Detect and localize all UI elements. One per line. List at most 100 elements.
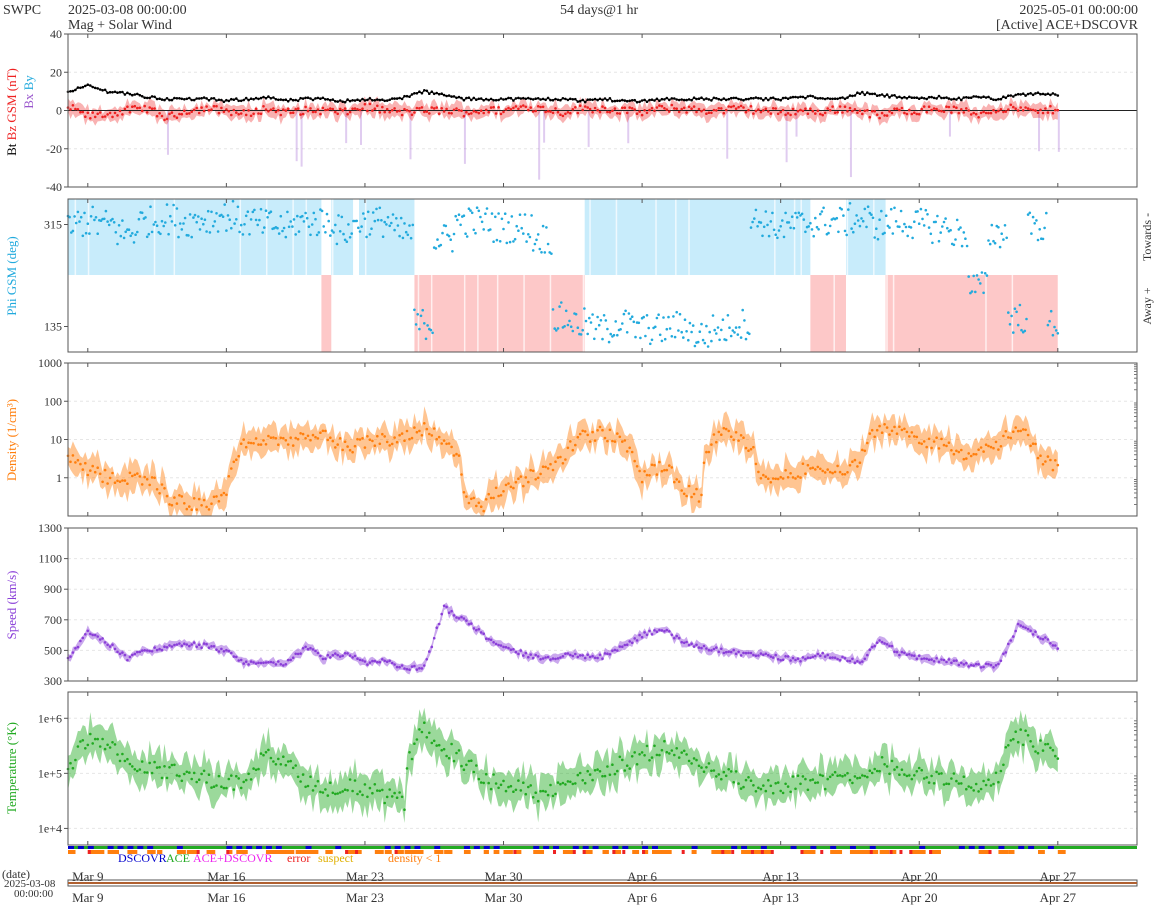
bt-point xyxy=(445,94,448,98)
bt-point xyxy=(460,96,463,100)
bz-point xyxy=(603,106,607,110)
speed-point xyxy=(866,653,869,657)
bz-point xyxy=(757,108,760,111)
y-axis-label-part: Density (1/cm³) xyxy=(4,399,19,481)
bt-point xyxy=(628,99,631,103)
bz-point xyxy=(843,105,847,108)
phi-point xyxy=(182,222,185,225)
status-strip-density xyxy=(909,850,921,854)
density-point xyxy=(272,436,275,439)
bt-point xyxy=(539,98,542,101)
phi-point xyxy=(187,234,190,237)
speed-point xyxy=(536,655,540,658)
bt-point xyxy=(1007,94,1010,97)
bt-point xyxy=(695,97,698,101)
phi-point xyxy=(657,313,660,317)
bz-point xyxy=(611,109,614,113)
temperature-point xyxy=(247,772,250,776)
speed-point xyxy=(675,634,678,638)
phi-point xyxy=(378,206,382,210)
phi-point xyxy=(591,313,594,316)
speed-point xyxy=(791,656,795,660)
phi-point xyxy=(103,217,106,221)
bz-point xyxy=(423,110,426,114)
bt-point xyxy=(826,97,829,100)
phi-point xyxy=(144,216,147,219)
bt-point xyxy=(467,96,471,99)
phi-point xyxy=(921,217,924,221)
density-point xyxy=(838,470,842,474)
phi-point xyxy=(992,239,995,243)
density-point xyxy=(282,436,285,440)
phi-point xyxy=(169,214,172,218)
x-tick-label-bottom: Apr 20 xyxy=(901,890,937,905)
temperature-range-band xyxy=(68,707,1058,823)
bz-point xyxy=(284,109,288,112)
speed-point xyxy=(435,626,439,629)
density-point xyxy=(277,443,280,447)
speed-point xyxy=(1044,636,1047,639)
phi-point xyxy=(1020,328,1023,332)
phi-point xyxy=(720,328,723,332)
temperature-point xyxy=(625,764,629,767)
status-strip-density xyxy=(760,850,772,854)
density-point xyxy=(1049,458,1052,462)
speed-point xyxy=(752,653,755,657)
speed-point xyxy=(638,633,641,637)
phi-point xyxy=(688,321,692,325)
bt-point xyxy=(1041,92,1045,96)
bt-point xyxy=(710,99,713,102)
density-point xyxy=(989,445,993,449)
bz-point xyxy=(687,105,691,109)
speed-point xyxy=(727,650,730,654)
bt-point xyxy=(853,94,857,97)
phi-point xyxy=(213,220,217,223)
density-point xyxy=(952,452,956,456)
phi-point xyxy=(856,219,860,222)
bz-point xyxy=(1044,107,1047,110)
source-strip-dscovr xyxy=(810,846,817,849)
phi-point xyxy=(706,345,710,348)
bz-point xyxy=(668,110,671,113)
bz-point xyxy=(363,102,367,106)
temperature-point xyxy=(994,771,998,775)
phi-point xyxy=(258,218,261,222)
density-point xyxy=(517,477,520,481)
source-strip-dscovr xyxy=(731,846,738,849)
status-legend-item: ACE xyxy=(166,851,190,865)
temperature-point xyxy=(286,760,290,763)
source-strip-dscovr xyxy=(305,846,312,849)
phi-point xyxy=(107,223,111,227)
speed-point xyxy=(244,660,248,663)
speed-point xyxy=(168,644,171,647)
bz-point xyxy=(581,108,584,112)
speed-point xyxy=(1007,642,1010,646)
phi-point xyxy=(545,226,548,229)
density-point xyxy=(274,437,278,440)
bt-point xyxy=(524,97,528,101)
phi-point xyxy=(452,232,456,236)
bt-point xyxy=(536,97,540,100)
density-point xyxy=(138,475,142,478)
speed-point xyxy=(230,651,233,655)
phi-point xyxy=(734,326,738,329)
bz-point xyxy=(922,105,926,108)
phi-point xyxy=(195,220,198,224)
speed-point xyxy=(549,658,552,661)
density-point xyxy=(254,437,258,440)
density-point xyxy=(700,493,703,497)
phi-point xyxy=(464,232,467,235)
speed-point xyxy=(378,660,382,664)
phi-point xyxy=(593,337,596,341)
bz-point xyxy=(913,111,916,114)
bt-point xyxy=(494,98,498,102)
density-point xyxy=(752,445,755,449)
phi-point xyxy=(449,238,453,241)
status-strip-error xyxy=(642,850,646,854)
status-strip-density xyxy=(711,850,722,854)
phi-point xyxy=(264,209,268,212)
density-point xyxy=(974,453,978,456)
speed-point xyxy=(742,651,745,655)
bt-point xyxy=(341,100,345,103)
bz-point xyxy=(658,104,661,107)
